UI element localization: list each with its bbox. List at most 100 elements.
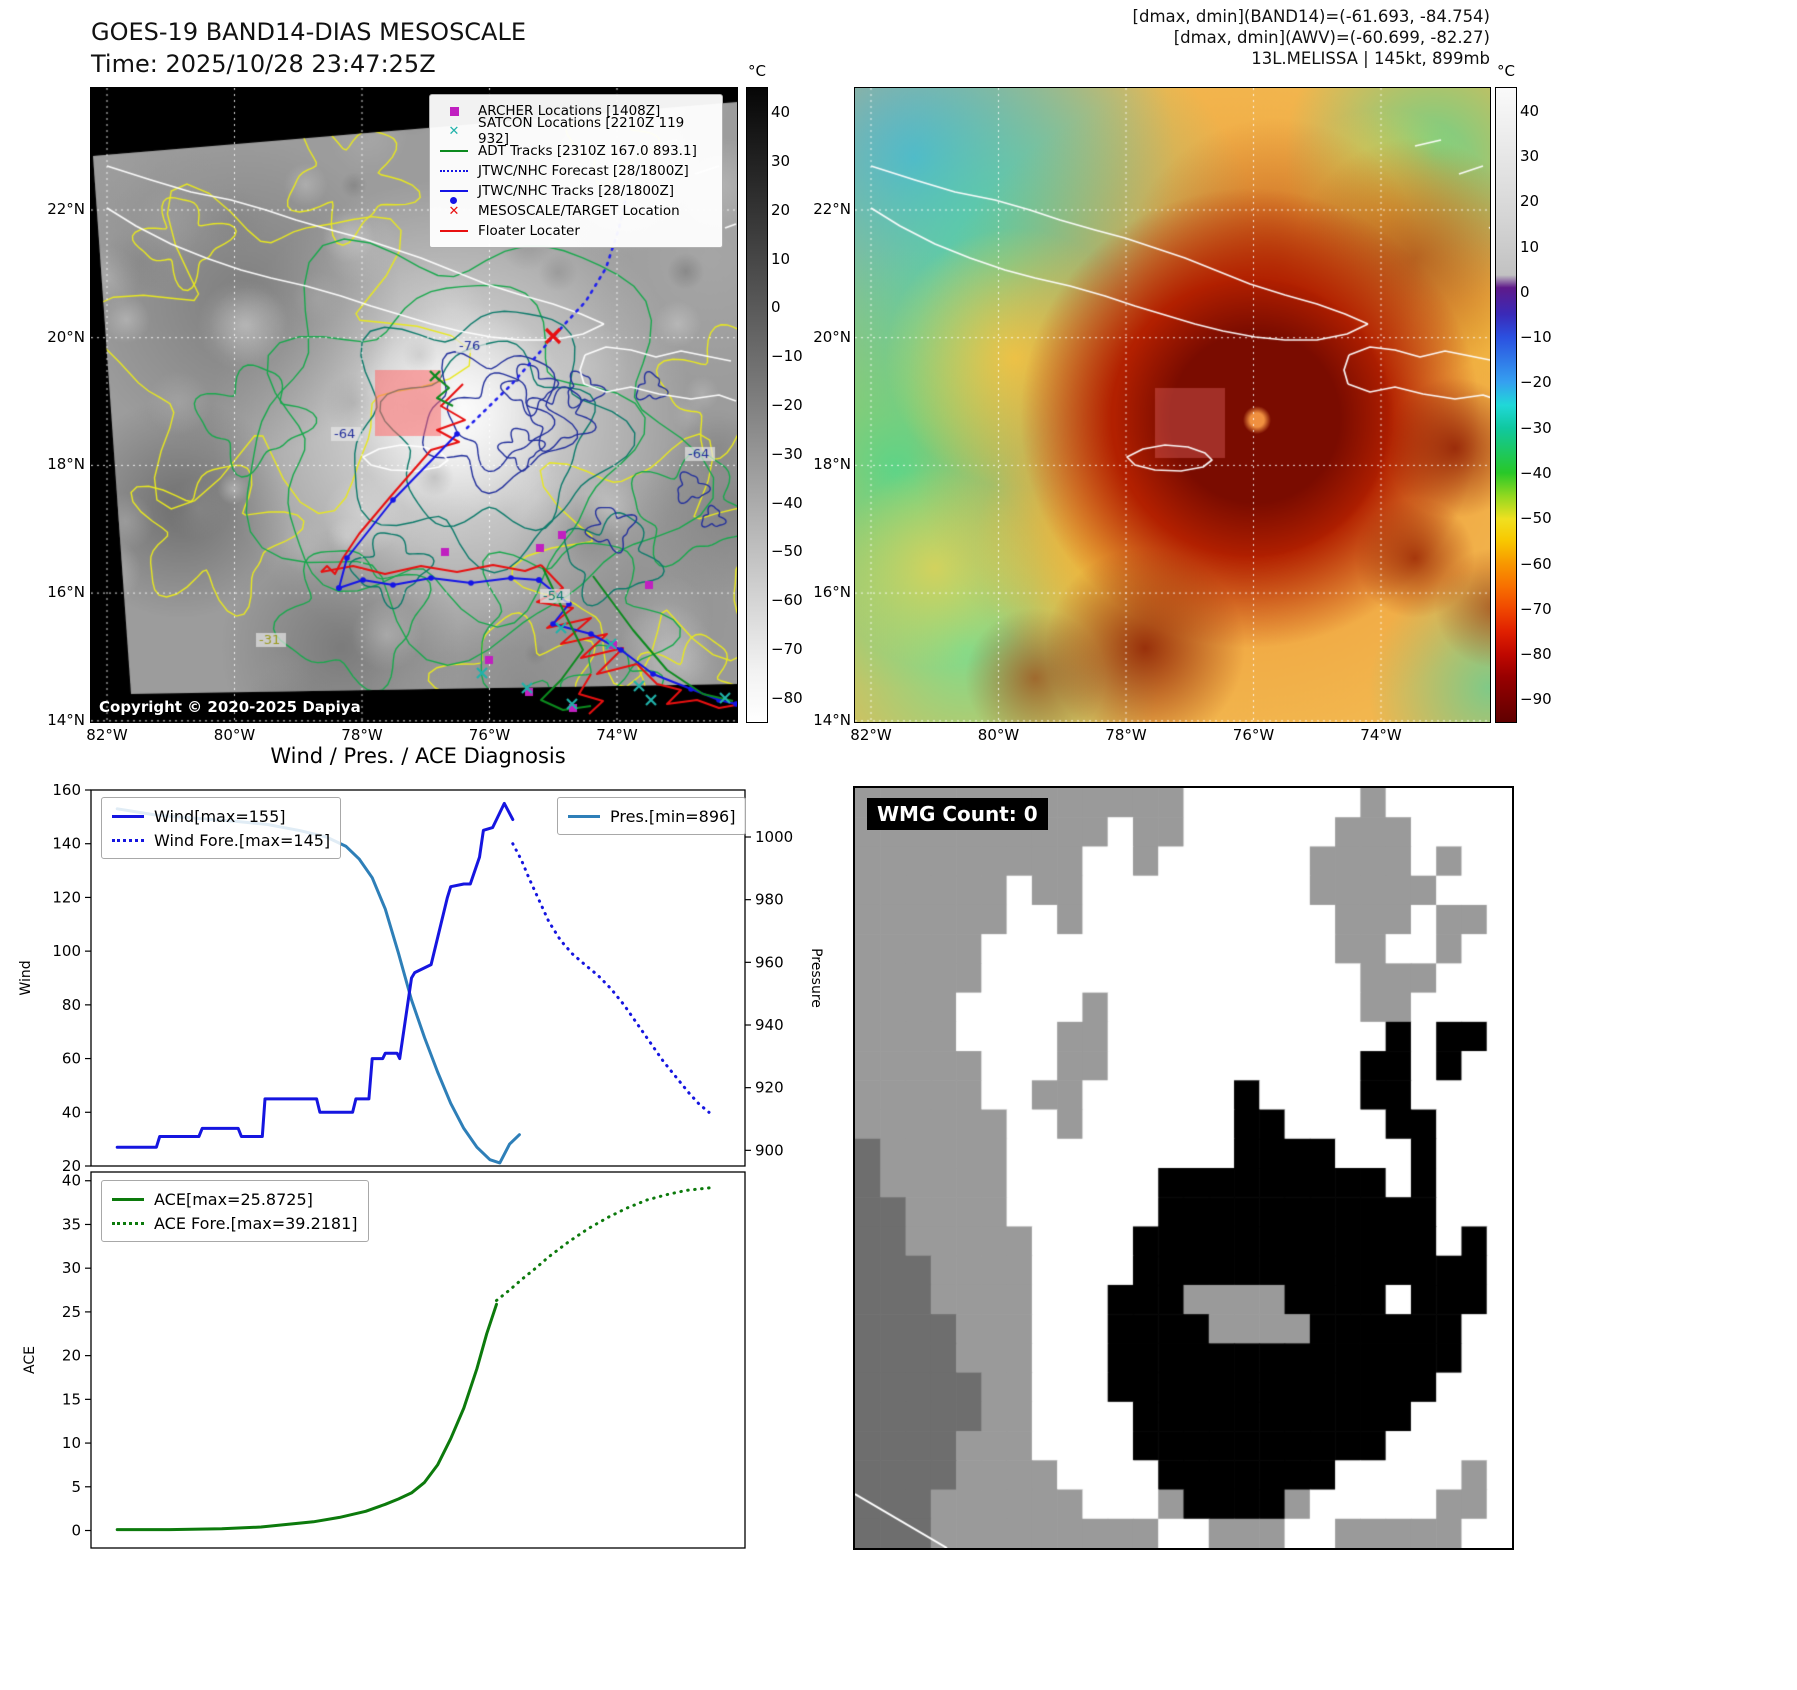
map-legend-label: MESOSCALE/TARGET Location: [478, 203, 680, 219]
band14-map-legend: ARCHER Locations [1408Z] ✕ SATCON Location…: [429, 94, 723, 248]
colorbar-tick-label: −80: [771, 688, 803, 707]
ace-tick-label: 5: [71, 1478, 81, 1496]
wind-forecast-series: [511, 842, 711, 1114]
diagnosis-title: Wind / Pres. / ACE Diagnosis: [270, 744, 566, 768]
map-legend-item: ADT Tracks [2310Z 167.0 893.1]: [438, 141, 714, 161]
pressure-tick-label: 920: [755, 1079, 784, 1097]
ace-forecast-series: [495, 1186, 714, 1302]
awv-header-line1: [dmax, dmin](BAND14)=(-61.693, -84.754): [1132, 7, 1490, 26]
wind-tick-label: 40: [62, 1103, 81, 1121]
pressure-line-sample: [568, 814, 600, 818]
lat-tick-label: 20°N: [47, 327, 85, 346]
colorbar-tick-label: 20: [1520, 192, 1540, 211]
band14-subtitle: Time: 2025/10/28 23:47:25Z: [91, 50, 436, 78]
awv-colorbar-unit: °C: [1497, 62, 1515, 80]
lat-tick-label: 14°N: [47, 710, 85, 729]
awv-map-panel: [855, 88, 1490, 722]
lon-tick-label: 74°W: [596, 726, 638, 744]
lat-tick-label: 22°N: [813, 200, 851, 218]
ace-tick-label: 35: [62, 1215, 81, 1233]
ace-line-sample: [112, 1197, 144, 1201]
awv-colorbar-ticks: 40 30 20 10 0 −10 −20 −30 −40 −50 −60 −70 −80 −90: [1520, 88, 1566, 722]
lat-tick-label: 16°N: [47, 583, 85, 602]
awv-header-line3: 13L.MELISSA | 145kt, 899mb: [1251, 49, 1490, 68]
band14-lat-axis: 22°N 20°N 18°N 16°N 14°N: [23, 88, 85, 729]
lat-tick-label: 16°N: [813, 583, 851, 602]
pressure-legend-label: Pres.[min=896]: [610, 806, 736, 826]
lon-tick-label: 78°W: [1105, 726, 1147, 744]
map-legend-label: JTWC/NHC Tracks [28/1800Z]: [478, 183, 675, 199]
colorbar-tick-label: 40: [771, 103, 791, 122]
ace-forecast-line-sample: [112, 1221, 144, 1225]
colorbar-tick-label: −50: [1520, 509, 1552, 528]
wind-tick-label: 100: [52, 942, 81, 960]
colorbar-tick-label: −30: [771, 444, 803, 463]
map-legend-label: ADT Tracks [2310Z 167.0 893.1]: [478, 143, 697, 159]
pressure-tick-label: 940: [755, 1016, 784, 1034]
wind-tick-label: 120: [52, 888, 81, 906]
colorbar-tick-label: −10: [1520, 328, 1552, 347]
colorbar-tick-label: 0: [1520, 282, 1530, 301]
ace-tick-label: 20: [62, 1347, 81, 1365]
wind-tick-label: 160: [52, 781, 81, 799]
x-icon: ✕: [448, 203, 460, 219]
wind-legend: Wind[max=155] Wind Fore.[max=145]: [101, 797, 342, 859]
ace-tick-label: 10: [62, 1434, 81, 1452]
wind-series: [115, 801, 515, 1149]
awv-header-block: [dmax, dmin](BAND14)=(-61.693, -84.754) …: [960, 6, 1490, 69]
colorbar-tick-label: −70: [1520, 599, 1552, 618]
wind-tick-label: 20: [62, 1157, 81, 1175]
colorbar-tick-label: −60: [771, 591, 803, 610]
colorbar-tick-label: −40: [1520, 463, 1552, 482]
diagnosis-charts: 2040608010012014016090092094096098010000…: [18, 781, 824, 1549]
line-dot-icon: [438, 190, 470, 204]
awv-satellite-canvas: [855, 88, 1490, 722]
band14-colorbar-unit: °C: [748, 62, 766, 80]
lat-tick-label: 22°N: [47, 200, 85, 218]
pressure-tick-label: 1000: [755, 828, 793, 846]
lon-tick-label: 80°W: [213, 726, 256, 744]
band14-colorbar-ticks: 40 30 20 10 0 −10 −20 −30 −40 −50 −60 −70 −80: [771, 88, 817, 722]
colorbar-tick-label: 10: [771, 249, 791, 268]
band14-title-block: GOES-19 BAND14-DIAS MESOSCALE Time: 2025…: [91, 16, 526, 80]
pressure-tick-label: 900: [755, 1141, 784, 1159]
lon-tick-label: 76°W: [1232, 726, 1275, 744]
wind-tick-label: 60: [62, 1050, 81, 1068]
colorbar-tick-label: −70: [771, 639, 803, 658]
band14-colorbar: [747, 88, 767, 722]
awv-lon-axis: 82°W 80°W 78°W 76°W 74°W: [850, 726, 1490, 748]
ace-axis-label: ACE: [22, 1346, 38, 1374]
wind-forecast-line-sample: [112, 838, 144, 842]
lat-tick-label: 18°N: [813, 455, 851, 474]
ace-tick-label: 40: [62, 1172, 81, 1190]
map-legend-item: ✕ SATCON Locations [2210Z 119 932]: [438, 115, 714, 147]
copyright-text: Copyright © 2020-2025 Dapiya: [99, 698, 361, 716]
wind-tick-label: 140: [52, 835, 81, 853]
band14-title: GOES-19 BAND14-DIAS MESOSCALE: [91, 18, 527, 46]
ace-tick-label: 15: [62, 1390, 81, 1408]
ace-tick-label: 25: [62, 1303, 81, 1321]
wmg-count-badge: WMG Count: 0: [867, 798, 1048, 830]
line-icon: [438, 230, 470, 232]
lon-tick-label: 74°W: [1360, 726, 1402, 744]
awv-colorbar: [1496, 88, 1516, 722]
pressure-axis-label: Pressure: [808, 948, 824, 1008]
map-legend-label: JTWC/NHC Forecast [28/1800Z]: [478, 163, 689, 179]
lat-tick-label: 14°N: [813, 710, 851, 729]
band14-map-panel: ARCHER Locations [1408Z] ✕ SATCON Location…: [91, 88, 737, 722]
colorbar-tick-label: −40: [771, 493, 803, 512]
colorbar-tick-label: 30: [1520, 146, 1540, 165]
colorbar-tick-label: 30: [771, 152, 791, 171]
lat-tick-label: 18°N: [47, 455, 85, 474]
lon-tick-label: 80°W: [977, 726, 1020, 744]
colorbar-tick-label: −60: [1520, 554, 1552, 573]
colorbar-tick-label: −20: [1520, 373, 1552, 392]
map-legend-item: ✕ MESOSCALE/TARGET Location: [438, 201, 714, 221]
colorbar-tick-label: −30: [1520, 418, 1552, 437]
colorbar-tick-label: −10: [771, 347, 803, 366]
wind-axis-label: Wind: [18, 960, 34, 995]
ace-tick-label: 0: [71, 1522, 81, 1540]
colorbar-tick-label: −80: [1520, 645, 1552, 664]
wmg-panel: WMG Count: 0: [855, 788, 1512, 1548]
colorbar-tick-label: −90: [1520, 690, 1552, 709]
